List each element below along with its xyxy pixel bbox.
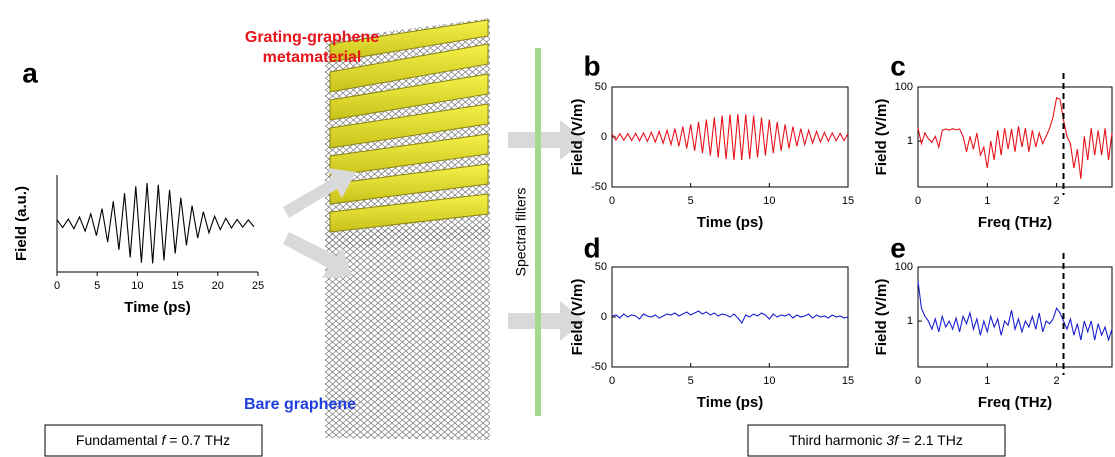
x-tick-label: 15 [842,195,854,207]
grating [325,18,490,250]
x-tick-label: 0 [609,195,615,207]
x-tick-label: 0 [915,375,921,387]
axes-frame [917,86,1113,188]
x-axis-label: Time (ps) [697,214,763,231]
graphene-sheet [325,225,490,440]
bare-label: Bare graphene [244,396,356,413]
y-tick-label: -50 [591,181,607,193]
x-tick-label: 15 [171,280,183,292]
x-tick-label: 10 [763,375,775,387]
y-tick-label: -50 [591,361,607,373]
x-tick-label: 0 [915,195,921,207]
data-line [611,310,849,325]
panel-letter: b [583,50,600,81]
metamaterial-label: Grating-graphene [245,29,379,46]
y-tick-label: 1 [907,135,913,147]
filters-label: Spectral filters [513,188,529,277]
y-tick-label: 0 [601,311,607,323]
data-line [611,113,849,160]
text: Third harmonic [789,432,886,448]
data-line [917,281,1113,342]
x-tick-label: 20 [212,280,224,292]
metamaterial-label: metamaterial [263,49,362,66]
y-tick-label: 100 [895,261,913,273]
x-tick-label: 1 [984,375,990,387]
y-axis-label: Field (a.u.) [13,186,30,261]
x-tick-label: 25 [252,280,264,292]
x-axis-label: Time (ps) [124,299,190,316]
x-axis-label: Freq (THz) [978,214,1052,231]
x-tick-label: 5 [688,375,694,387]
fundamental-label: Fundamental f = 0.7 THz [76,432,230,448]
y-tick-label: 100 [895,81,913,93]
data-line [917,96,1113,179]
y-axis-label: Field (V/m) [569,99,586,176]
x-tick-label: 2 [1054,375,1060,387]
y-tick-label: 1 [907,315,913,327]
x-tick-label: 10 [131,280,143,292]
x-tick-label: 5 [688,195,694,207]
x-tick-label: 15 [842,375,854,387]
text: = 0.7 THz [165,432,230,448]
filter-bar [535,48,541,416]
x-tick-label: 5 [94,280,100,292]
panel-letter: c [890,50,906,81]
x-tick-label: 1 [984,195,990,207]
y-axis-label: Field (V/m) [569,279,586,356]
x-axis-label: Time (ps) [697,394,763,411]
harmonic-label: Third harmonic 3f = 2.1 THz [789,432,963,448]
box [44,424,263,457]
y-axis-label: Field (V/m) [873,279,890,356]
axes-frame [917,266,1113,368]
y-tick-label: 50 [595,261,607,273]
text: = 2.1 THz [898,432,963,448]
axes-frame [611,86,849,188]
y-axis-label: Field (V/m) [873,99,890,176]
x-tick-label: 0 [54,280,60,292]
text: Fundamental [76,432,162,448]
panel-letter: a [22,57,38,88]
text: 3f [886,432,900,448]
y-tick-label: 0 [601,131,607,143]
text: f [162,432,168,448]
x-tick-label: 2 [1054,195,1060,207]
arrows [283,120,585,341]
data-line [56,183,255,264]
panel-letter: d [583,232,600,263]
x-tick-label: 0 [609,375,615,387]
x-axis-label: Freq (THz) [978,394,1052,411]
panel-letter: e [890,232,906,263]
box [747,424,1006,457]
y-tick-label: 50 [595,81,607,93]
x-tick-label: 10 [763,195,775,207]
